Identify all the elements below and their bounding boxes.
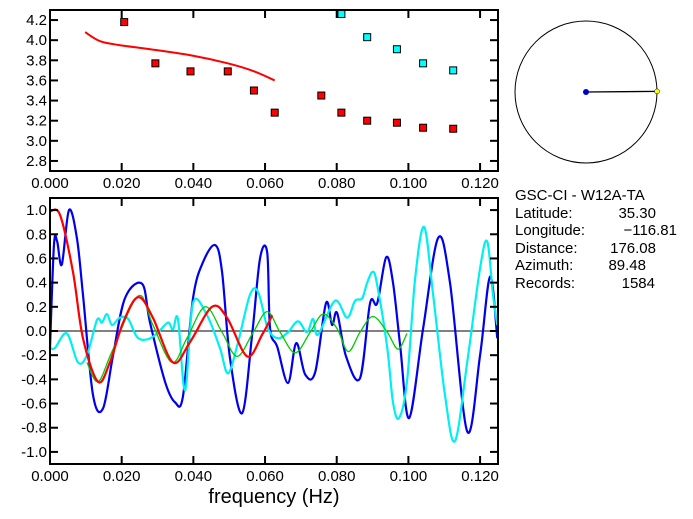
station-info: GSC-CI - W12A-TA Latitude: 35.30 Longitu… bbox=[515, 187, 677, 292]
x-tick-label: 0.100 bbox=[390, 468, 428, 485]
x-tick-label: 0.000 bbox=[31, 175, 69, 192]
y-tick-label: 0.2 bbox=[26, 299, 47, 316]
y-tick-label: 3.0 bbox=[26, 133, 47, 150]
cyan-data-point bbox=[337, 10, 346, 19]
y-tick-label: -0.2 bbox=[21, 347, 47, 364]
plot-frame bbox=[49, 9, 499, 172]
azimuth-label: Azimuth: bbox=[515, 257, 573, 274]
red-data-point bbox=[449, 124, 458, 133]
red-data-point bbox=[120, 18, 129, 27]
y-tick-label: 3.4 bbox=[26, 93, 47, 110]
red-data-point bbox=[363, 116, 372, 125]
y-tick-label: 2.8 bbox=[26, 153, 47, 170]
azimuth-tip-dot bbox=[654, 88, 660, 95]
y-tick-label: 3.8 bbox=[26, 52, 47, 69]
azimuth-dial bbox=[514, 20, 660, 164]
y-tick-label: 0.4 bbox=[26, 275, 47, 292]
y-tick-label: 3.2 bbox=[26, 113, 47, 130]
cyan-data-point bbox=[363, 33, 372, 42]
x-tick-label: 0.020 bbox=[103, 175, 141, 192]
cyan-data-point bbox=[449, 66, 458, 75]
y-tick-label: 4.2 bbox=[26, 12, 47, 29]
y-tick-label: -1.0 bbox=[21, 444, 47, 461]
cyan-data-point bbox=[392, 45, 401, 54]
y-tick-label: -0.4 bbox=[21, 371, 47, 388]
x-tick-label: 0.040 bbox=[175, 468, 213, 485]
x-tick-label: 0.000 bbox=[31, 468, 69, 485]
red-curve-series-line bbox=[84, 31, 276, 82]
latitude-label: Latitude: bbox=[515, 205, 573, 222]
y-tick-label: 4.0 bbox=[26, 32, 47, 49]
bottom-correlation-plot: 0.000 0.020 0.040 0.060 0.080 0.100 0.120 1.0 0.… bbox=[21, 197, 499, 485]
distance-label: Distance: bbox=[515, 240, 578, 257]
red-data-point bbox=[317, 91, 326, 100]
y-tick-label: 0.8 bbox=[26, 226, 47, 243]
records-label: Records: bbox=[515, 275, 575, 292]
top-velocity-plot: 0.000 0.020 0.040 0.060 0.080 0.100 0.120 2.8 3.… bbox=[26, 9, 499, 192]
red-series-line bbox=[49, 208, 274, 384]
longitude-label: Longitude: bbox=[515, 222, 585, 239]
longitude-value: −116.81 bbox=[623, 222, 677, 239]
cyan-series-line bbox=[49, 225, 499, 443]
red-data-point bbox=[419, 123, 428, 132]
station-dot bbox=[583, 89, 589, 95]
x-tick-label: 0.120 bbox=[461, 468, 499, 485]
cyan-data-point bbox=[419, 59, 428, 68]
red-data-point bbox=[186, 67, 195, 76]
red-data-point bbox=[151, 59, 160, 68]
red-data-point bbox=[392, 118, 401, 127]
blue-series-line bbox=[48, 208, 499, 434]
y-tick-label: 0.6 bbox=[26, 250, 47, 267]
green-series-line bbox=[86, 294, 408, 383]
y-tick-label: 0.0 bbox=[26, 323, 47, 340]
red-data-point bbox=[223, 67, 232, 76]
y-tick-label: 1.0 bbox=[26, 202, 47, 219]
x-tick-label: 0.100 bbox=[390, 175, 428, 192]
x-tick-label: 0.120 bbox=[461, 175, 499, 192]
y-tick-label: -0.8 bbox=[21, 420, 47, 437]
distance-value: 176.08 bbox=[610, 240, 656, 257]
x-axis-label: frequency (Hz) bbox=[208, 486, 339, 508]
azimuth-line bbox=[585, 90, 658, 93]
y-tick-label: -0.6 bbox=[21, 396, 47, 413]
red-data-point bbox=[337, 108, 346, 117]
azimuth-value: 89.48 bbox=[608, 257, 646, 274]
x-tick-label: 0.020 bbox=[103, 468, 141, 485]
records-value: 1584 bbox=[622, 275, 655, 292]
y-tick-label: 3.6 bbox=[26, 72, 47, 89]
x-tick-label: 0.060 bbox=[246, 175, 284, 192]
x-tick-label: 0.080 bbox=[318, 175, 356, 192]
red-data-point bbox=[249, 86, 258, 95]
x-tick-label: 0.080 bbox=[318, 468, 356, 485]
latitude-value: 35.30 bbox=[618, 205, 656, 222]
x-tick-label: 0.060 bbox=[246, 468, 284, 485]
station-pair: GSC-CI - W12A-TA bbox=[515, 187, 645, 204]
red-data-point bbox=[270, 108, 279, 117]
x-tick-label: 0.040 bbox=[175, 175, 213, 192]
